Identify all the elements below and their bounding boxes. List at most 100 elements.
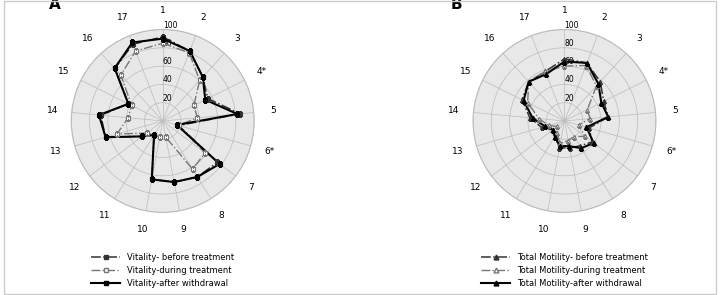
Point: [127, 42, 139, 47]
Point: [197, 75, 209, 79]
Point: [115, 73, 127, 77]
Point: [186, 167, 198, 171]
Point: [127, 40, 138, 45]
Point: [539, 69, 551, 74]
Point: [122, 101, 134, 106]
Point: [581, 60, 593, 65]
Point: [197, 75, 209, 79]
Point: [192, 175, 203, 179]
Point: [575, 146, 587, 150]
Point: [173, 123, 184, 128]
Point: [184, 49, 196, 53]
Point: [564, 144, 575, 148]
Point: [168, 180, 180, 184]
Point: [584, 116, 595, 121]
Point: [148, 132, 160, 137]
Point: [202, 96, 214, 101]
Point: [146, 177, 158, 182]
Point: [100, 135, 112, 140]
Point: [554, 145, 565, 150]
Point: [109, 66, 120, 71]
Point: [173, 123, 184, 128]
Point: [595, 100, 607, 105]
Point: [518, 98, 529, 103]
Point: [593, 81, 604, 86]
Point: [235, 112, 246, 116]
Point: [523, 79, 534, 84]
Point: [573, 123, 585, 127]
Text: A: A: [50, 0, 61, 12]
Point: [95, 113, 107, 118]
Point: [524, 115, 536, 120]
Point: [582, 107, 593, 112]
Point: [534, 116, 545, 121]
Point: [564, 145, 575, 150]
Point: [192, 175, 203, 179]
Point: [559, 64, 570, 68]
Point: [516, 97, 528, 102]
Point: [547, 127, 559, 132]
Point: [157, 41, 168, 46]
Point: [539, 124, 551, 129]
Point: [111, 132, 122, 136]
Point: [579, 134, 590, 139]
Point: [527, 116, 539, 120]
Point: [562, 138, 574, 143]
Point: [157, 35, 168, 39]
Point: [184, 49, 196, 53]
Point: [130, 49, 141, 53]
Point: [93, 113, 104, 117]
Point: [551, 131, 562, 136]
Point: [212, 160, 223, 165]
Point: [590, 83, 602, 88]
Point: [587, 140, 598, 144]
Legend: Total Motility- before treatment, Total Motility-during treatment, Total Motilit: Total Motility- before treatment, Total …: [478, 250, 651, 291]
Point: [583, 126, 595, 130]
Point: [595, 79, 606, 84]
Point: [137, 134, 148, 139]
Point: [109, 66, 120, 71]
Point: [552, 124, 563, 129]
Point: [122, 115, 134, 120]
Point: [199, 150, 211, 155]
Point: [192, 115, 203, 120]
Point: [141, 131, 153, 135]
Point: [194, 78, 205, 83]
Point: [580, 63, 592, 68]
Point: [214, 162, 225, 166]
Point: [199, 97, 211, 102]
Point: [554, 144, 565, 148]
Point: [543, 123, 554, 128]
Legend: Vitality- before treatment, Vitality-during treatment, Vitality-after withdrawal: Vitality- before treatment, Vitality-dur…: [88, 250, 238, 291]
Point: [574, 143, 585, 148]
Point: [154, 135, 166, 140]
Point: [137, 134, 148, 139]
Point: [148, 132, 160, 137]
Point: [184, 50, 195, 55]
Point: [603, 114, 614, 119]
Point: [146, 177, 158, 182]
Point: [559, 59, 570, 64]
Point: [541, 72, 552, 76]
Point: [549, 134, 561, 139]
Point: [598, 99, 610, 104]
Point: [160, 135, 171, 140]
Point: [588, 141, 600, 145]
Point: [188, 103, 199, 108]
Point: [232, 112, 243, 117]
Point: [539, 69, 551, 74]
Point: [549, 134, 561, 139]
Text: B: B: [451, 0, 463, 12]
Point: [100, 135, 112, 140]
Point: [122, 101, 134, 106]
Point: [581, 60, 593, 65]
Point: [157, 36, 168, 41]
Point: [522, 100, 534, 105]
Point: [523, 79, 534, 84]
Point: [547, 127, 559, 132]
Point: [568, 134, 580, 139]
Point: [581, 125, 593, 130]
Point: [554, 141, 566, 146]
Point: [536, 125, 547, 130]
Point: [523, 79, 534, 84]
